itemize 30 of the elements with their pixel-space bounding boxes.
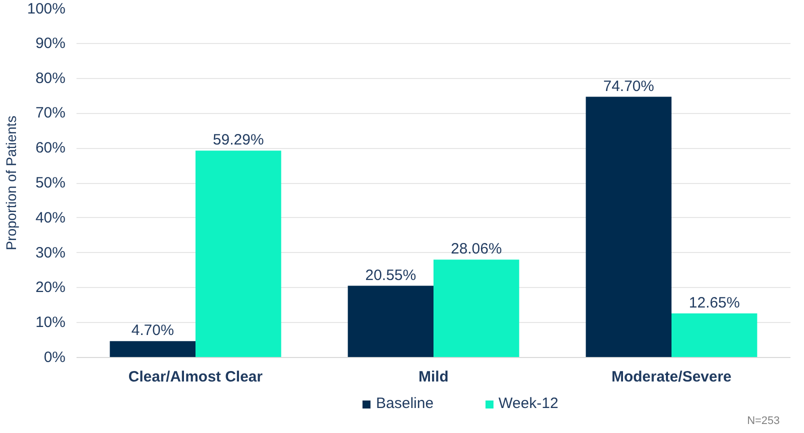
y-tick-label: 50% [35,174,66,192]
bar [434,260,520,358]
bar [196,150,282,358]
y-tick-label: 80% [35,70,66,87]
bar [348,286,434,358]
data-label: 12.65% [688,294,740,312]
bar [586,96,672,358]
y-tick-label: 0% [44,349,66,366]
bar [110,341,196,358]
y-tick-label: 70% [35,104,66,122]
x-tick-label: Mild [418,368,449,386]
y-tick-label: 10% [35,314,66,332]
legend-label: Baseline [376,395,434,412]
text: N=253 [747,415,780,428]
data-label: 59.29% [212,132,264,149]
y-tick-label: 60% [35,140,66,157]
y-tick-label: 30% [35,244,66,262]
y-tick-label: 40% [35,209,66,226]
legend-label: Week-12 [498,395,558,412]
data-label: 28.06% [450,240,502,258]
y-tick-label: 100% [27,0,66,18]
data-label: 74.70% [603,78,654,95]
data-label: 4.70% [131,322,174,340]
y-tick-label: 90% [35,34,66,52]
y-tick-label: 20% [35,279,66,296]
data-label: 20.55% [365,266,416,284]
x-tick-label: Clear/Almost Clear [128,368,263,386]
x-tick-label: Moderate/Severe [611,368,732,386]
bar [672,313,758,358]
y-axis-title: Proportion of Patients [3,116,20,250]
